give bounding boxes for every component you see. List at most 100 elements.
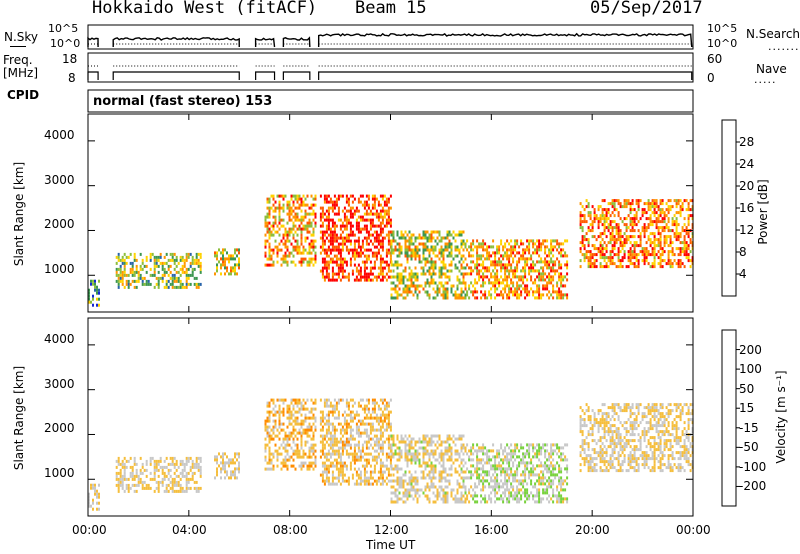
echo-cell bbox=[597, 220, 600, 224]
velocity-echo-layer bbox=[88, 398, 694, 511]
echo-cell bbox=[274, 218, 277, 222]
echo-cell bbox=[402, 275, 405, 279]
echo-cell bbox=[458, 455, 461, 459]
echo-cell bbox=[280, 398, 283, 402]
echo-cell bbox=[406, 494, 409, 498]
echo-cell bbox=[234, 248, 236, 252]
echo-cell bbox=[335, 449, 338, 453]
echo-cell bbox=[623, 205, 626, 209]
echo-cell bbox=[424, 434, 427, 438]
echo-cell bbox=[327, 431, 330, 435]
echo-cell bbox=[373, 470, 376, 474]
echo-cell bbox=[516, 281, 519, 285]
echo-cell bbox=[264, 443, 267, 447]
echo-cell bbox=[450, 287, 453, 291]
echo-cell bbox=[300, 215, 303, 219]
echo-cell bbox=[444, 476, 447, 480]
echo-cell bbox=[387, 236, 390, 240]
echo-cell bbox=[300, 446, 303, 450]
echo-cell bbox=[191, 477, 194, 481]
echo-cell bbox=[284, 434, 287, 438]
echo-cell bbox=[416, 488, 419, 492]
echo-cell bbox=[482, 497, 485, 501]
echo-cell bbox=[319, 230, 322, 234]
echo-cell bbox=[474, 485, 477, 489]
echo-cell bbox=[548, 278, 551, 282]
echo-cell bbox=[302, 227, 305, 231]
echo-cell bbox=[119, 471, 122, 475]
echo-cell bbox=[422, 248, 425, 252]
echo-cell bbox=[165, 270, 168, 274]
echo-cell bbox=[333, 398, 336, 402]
echo-cell bbox=[286, 239, 289, 243]
echo-cell bbox=[394, 452, 397, 456]
echo-cell bbox=[274, 449, 277, 453]
echo-cell bbox=[460, 257, 463, 261]
echo-cell bbox=[312, 467, 315, 471]
echo-cell bbox=[199, 474, 202, 478]
echo-cell bbox=[615, 253, 618, 257]
echo-cell bbox=[428, 254, 431, 258]
echo-cell bbox=[331, 260, 334, 264]
echo-cell bbox=[226, 266, 228, 270]
echo-cell bbox=[389, 425, 392, 429]
echo-cell bbox=[424, 488, 427, 492]
echo-cell bbox=[542, 275, 545, 279]
echo-cell bbox=[681, 241, 684, 245]
echo-cell bbox=[163, 270, 166, 274]
echo-cell bbox=[394, 467, 397, 471]
echo-cell bbox=[264, 428, 267, 432]
echo-cell bbox=[232, 461, 234, 465]
echo-cell bbox=[343, 443, 346, 447]
echo-cell bbox=[406, 251, 409, 255]
echo-cell bbox=[131, 264, 134, 268]
echo-cell bbox=[296, 218, 299, 222]
echo-cell bbox=[400, 281, 403, 285]
echo-cell bbox=[625, 202, 628, 206]
echo-cell bbox=[478, 476, 481, 480]
echo-cell bbox=[270, 230, 273, 234]
echo-cell bbox=[266, 224, 269, 228]
echo-cell bbox=[426, 230, 429, 234]
echo-cell bbox=[587, 265, 590, 269]
echo-cell bbox=[488, 449, 491, 453]
echo-cell bbox=[414, 287, 417, 291]
echo-cell bbox=[314, 458, 317, 462]
echo-cell bbox=[508, 242, 511, 246]
echo-cell bbox=[270, 233, 273, 237]
echo-cell bbox=[558, 263, 561, 267]
echo-cell bbox=[157, 468, 160, 472]
echo-cell bbox=[312, 239, 315, 243]
echo-cell bbox=[629, 229, 632, 233]
echo-cell bbox=[448, 434, 451, 438]
echo-cell bbox=[617, 250, 620, 254]
echo-cell bbox=[228, 260, 230, 264]
echo-cell bbox=[181, 267, 184, 271]
echo-cell bbox=[472, 446, 475, 450]
echo-cell bbox=[637, 229, 640, 233]
echo-cell bbox=[508, 446, 511, 450]
echo-cell bbox=[319, 206, 322, 210]
echo-cell bbox=[117, 273, 120, 277]
echo-cell bbox=[446, 254, 449, 258]
echo-cell bbox=[284, 194, 287, 198]
echo-cell bbox=[390, 446, 393, 450]
echo-cell bbox=[414, 470, 417, 474]
echo-cell bbox=[566, 254, 569, 258]
echo-cell bbox=[647, 226, 650, 230]
echo-cell bbox=[294, 194, 297, 198]
echo-cell bbox=[333, 239, 336, 243]
echo-cell bbox=[371, 272, 374, 276]
echo-cell bbox=[536, 284, 539, 288]
echo-cell bbox=[339, 263, 342, 267]
echo-cell bbox=[504, 266, 507, 270]
echo-cell bbox=[343, 215, 346, 219]
cpid-label: CPID bbox=[7, 88, 40, 102]
echo-cell bbox=[450, 254, 453, 258]
echo-cell bbox=[183, 474, 186, 478]
echo-cell bbox=[506, 248, 509, 252]
echo-cell bbox=[468, 488, 471, 492]
echo-cell bbox=[406, 455, 409, 459]
echo-cell bbox=[414, 452, 417, 456]
echo-cell bbox=[480, 275, 483, 279]
